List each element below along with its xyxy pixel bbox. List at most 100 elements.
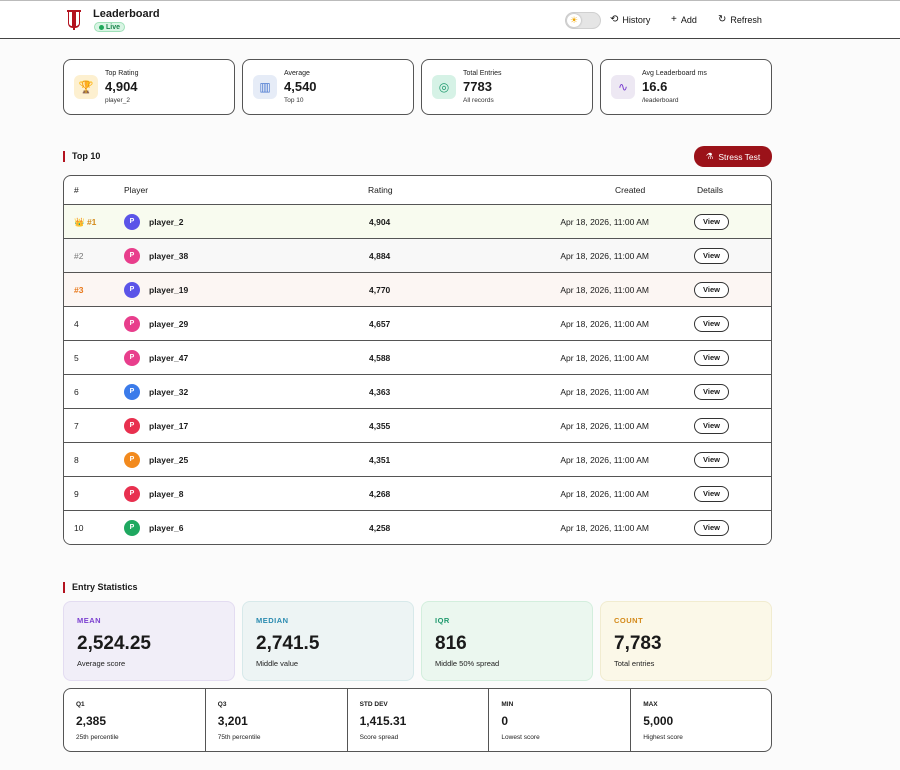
mini-stat-std-dev: STD DEV 1,415.31 Score spread [348,689,490,751]
refresh-label: Refresh [730,14,762,25]
col-rating: Rating [368,185,393,195]
avg-ms-card: ∿ Avg Leaderboard ms 16.6 /leaderboard [600,59,772,115]
flask-icon: ⚗ [705,151,714,161]
stat-card-count: COUNT 7,783 Total entries [600,601,772,681]
view-button[interactable]: View [694,384,729,400]
mini-label: Q1 [76,701,85,708]
top-bar: Leaderboard Live ☀ ⟲ History + Add ↻ Refres… [0,0,900,39]
stat-label: MEDIAN [256,616,289,625]
stress-test-button[interactable]: ⚗ Stress Test [694,146,772,167]
plus-icon: + [671,14,677,25]
player-name: player_19 [149,285,189,295]
created-cell: Apr 18, 2026, 11:00 AM [560,387,649,397]
app-title: Leaderboard [93,8,160,20]
mini-sub: 75th percentile [217,734,261,741]
rating-cell: 4,884 [369,251,391,261]
player-name: player_47 [149,353,189,363]
stat-label: MEAN [77,616,102,625]
view-button[interactable]: View [694,486,729,502]
view-button[interactable]: View [694,282,729,298]
view-button[interactable]: View [694,418,729,434]
created-cell: Apr 18, 2026, 11:00 AM [560,489,649,499]
player-name: player_2 [149,217,184,227]
col-created: Created [615,185,646,195]
mini-value: 3,201 [217,714,248,728]
view-button[interactable]: View [694,350,729,366]
live-label: Live [106,23,121,31]
stat-card-iqr: IQR 816 Middle 50% spread [421,601,593,681]
card-sub: player_2 [105,97,130,104]
col-rank: # [74,185,79,195]
avatar: P [124,350,140,366]
mini-stat-min: MIN 0 Lowest score [489,689,632,751]
mini-label: Q3 [217,701,227,708]
theme-toggle[interactable]: ☀ [565,12,601,29]
stat-sub: Middle 50% spread [435,659,500,668]
stat-card-median: MEDIAN 2,741.5 Middle value [242,601,414,681]
history-button[interactable]: ⟲ History [610,14,650,25]
view-button[interactable]: View [694,316,729,332]
view-button[interactable]: View [694,214,729,230]
created-cell: Apr 18, 2026, 11:00 AM [560,285,649,295]
mini-sub: Highest score [643,734,683,741]
rank-cell: 👑 #1 [74,217,97,227]
rank-cell: 7 [74,421,79,431]
refresh-button[interactable]: ↻ Refresh [718,14,762,25]
stat-sub: Average score [77,659,126,668]
mini-sub: Score spread [359,734,399,741]
university-logo-icon[interactable] [64,9,84,31]
created-cell: Apr 18, 2026, 11:00 AM [560,319,649,329]
mini-stat-q1: Q1 2,385 25th percentile [64,689,206,751]
card-value: 4,540 [284,79,317,94]
add-label: Add [680,14,697,25]
player-name: player_38 [149,251,189,261]
target-icon: ◎ [432,75,456,99]
card-sub: All records [463,97,494,104]
stat-value: 7,783 [614,633,662,654]
mini-sub: 25th percentile [76,734,119,741]
stat-sub: Middle value [256,659,299,668]
avatar: P [124,520,140,536]
mini-value: 2,385 [76,714,107,728]
view-button[interactable]: View [694,520,729,536]
avatar: P [124,418,140,434]
player-name: player_29 [149,319,189,329]
mini-value: 1,415.31 [359,714,407,728]
add-button[interactable]: + Add [671,14,697,25]
rating-cell: 4,351 [369,455,391,465]
created-cell: Apr 18, 2026, 11:00 AM [560,421,649,431]
sun-icon: ☀ [567,14,581,27]
player-name: player_25 [149,455,189,465]
bar-chart-icon: ▥ [253,75,277,99]
stat-value: 816 [435,633,467,654]
live-dot-icon [99,24,104,30]
card-value: 7783 [463,79,492,94]
col-player: Player [124,185,149,195]
total-entries-card: ◎ Total Entries 7783 All records [421,59,593,115]
rank-cell: 6 [74,387,79,397]
table-header: # Player Rating Created Details [64,176,771,205]
created-cell: Apr 18, 2026, 11:00 AM [560,217,649,227]
history-icon: ⟲ [610,14,619,25]
mini-stat-max: MAX 5,000 Highest score [631,689,771,751]
top10-title: Top 10 [63,151,100,162]
created-cell: Apr 18, 2026, 11:00 AM [560,251,649,261]
rank-cell: #2 [74,251,84,261]
card-label: Average [284,70,310,77]
rank-cell: 10 [74,523,84,533]
view-button[interactable]: View [694,452,729,468]
view-button[interactable]: View [694,248,729,264]
mini-label: MAX [643,701,658,708]
mini-label: MIN [501,701,514,708]
card-sub: /leaderboard [642,97,679,104]
stat-value: 2,741.5 [256,633,320,654]
